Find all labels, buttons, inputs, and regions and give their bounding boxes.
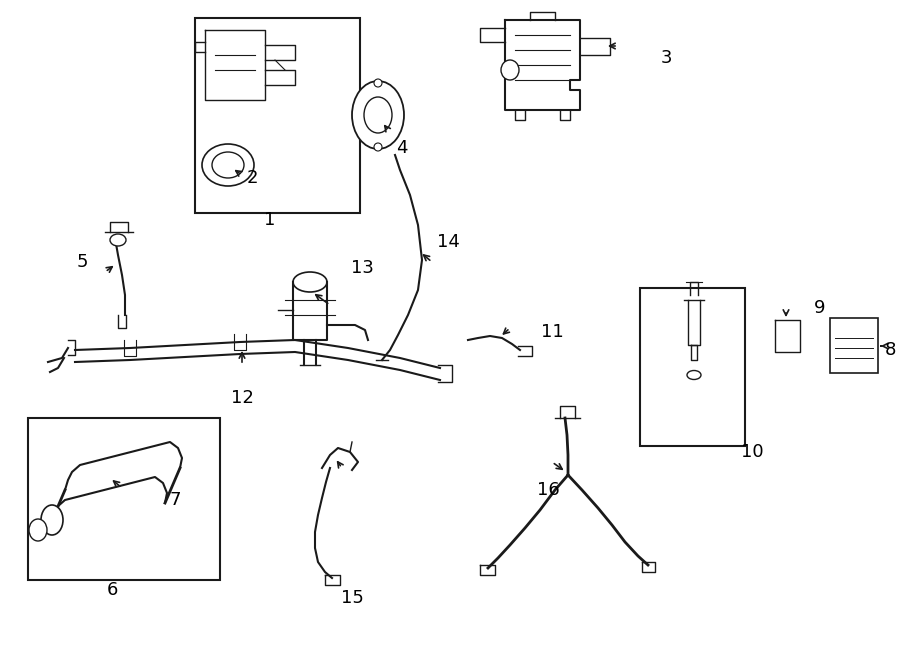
Bar — [640, 288, 745, 446]
Text: 6: 6 — [106, 581, 118, 599]
Text: 11: 11 — [541, 323, 563, 341]
Ellipse shape — [374, 143, 382, 151]
Text: 16: 16 — [536, 481, 560, 499]
Text: 4: 4 — [396, 139, 408, 157]
Ellipse shape — [29, 519, 47, 541]
Text: 13: 13 — [351, 259, 374, 277]
Ellipse shape — [202, 144, 254, 186]
Text: 3: 3 — [661, 49, 671, 67]
Text: 14: 14 — [436, 233, 459, 251]
Ellipse shape — [501, 60, 519, 80]
Ellipse shape — [41, 505, 63, 535]
Bar — [830, 318, 878, 373]
Text: 5: 5 — [76, 253, 88, 271]
Ellipse shape — [212, 152, 244, 178]
Text: 7: 7 — [169, 491, 181, 509]
Text: 12: 12 — [230, 389, 254, 407]
Text: 1: 1 — [265, 211, 275, 229]
Ellipse shape — [352, 81, 404, 149]
Ellipse shape — [374, 79, 382, 87]
Text: 10: 10 — [741, 443, 763, 461]
Text: 15: 15 — [340, 589, 364, 607]
Ellipse shape — [110, 234, 126, 246]
Bar — [28, 418, 220, 580]
Text: 2: 2 — [247, 169, 257, 187]
Ellipse shape — [293, 272, 327, 292]
Ellipse shape — [687, 371, 701, 379]
Ellipse shape — [364, 97, 392, 133]
Text: 9: 9 — [814, 299, 826, 317]
Bar — [195, 18, 360, 213]
Text: 8: 8 — [885, 341, 895, 359]
